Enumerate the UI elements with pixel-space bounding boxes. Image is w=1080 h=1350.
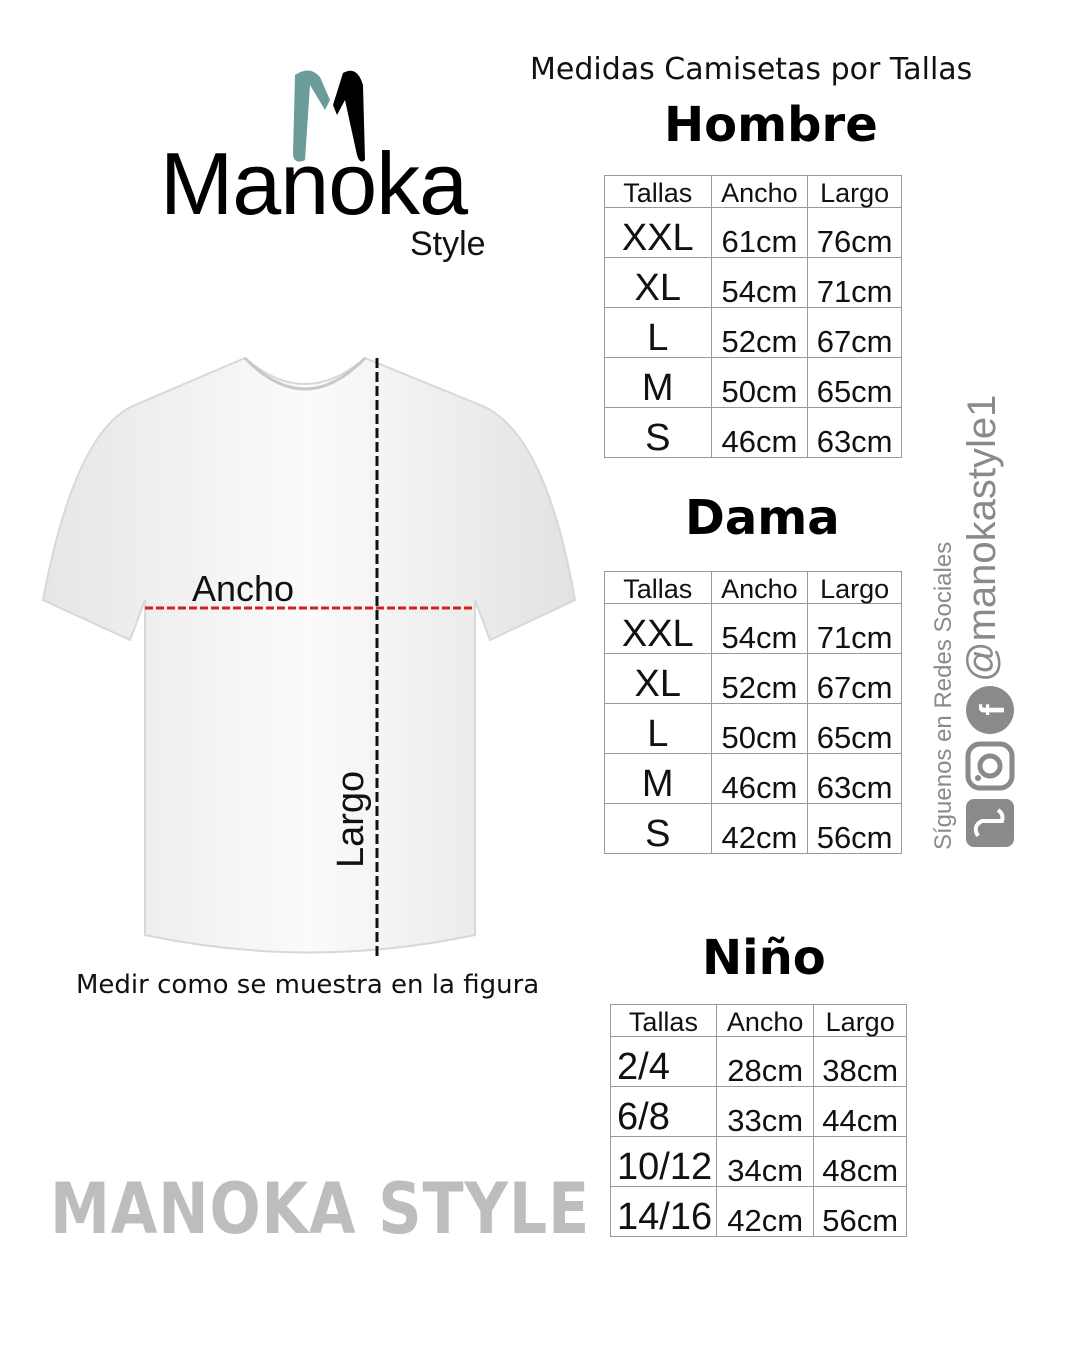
table-row: 10/12 34cm 48cm [610,1136,907,1187]
social-icons: f [965,686,1015,847]
cell-largo: 63cm [807,407,902,458]
cell-ancho: 61cm [710,207,809,258]
cell-ancho: 28cm [715,1036,815,1087]
header-largo: Largo [807,175,902,208]
cell-largo: 65cm [807,357,902,408]
cell-talla: M [604,357,712,408]
cell-largo: 76cm [807,207,902,258]
cell-largo: 71cm [807,603,902,654]
table-dama: Tallas Ancho Largo XXL 54cm 71cm XL 52cm 67cm … [604,571,902,854]
table-row: L 52cm 67cm [604,307,902,358]
cell-ancho: 54cm [710,257,809,308]
cell-ancho: 33cm [715,1086,815,1137]
table-row: XXL 61cm 76cm [604,207,902,258]
table-row: M 50cm 65cm [604,357,902,408]
cell-ancho: 42cm [715,1186,815,1237]
cell-largo: 65cm [807,703,902,754]
cell-talla: XL [604,257,712,308]
table-header: Tallas Ancho Largo [604,175,902,208]
header-tallas: Tallas [604,571,712,604]
logo-subtext: Style [410,225,486,263]
header-largo: Largo [813,1004,907,1037]
cell-ancho: 46cm [710,753,809,804]
cell-talla: M [604,753,712,804]
figure-caption: Medir como se muestra en la figura [76,970,540,1000]
header-largo: Largo [807,571,902,604]
cell-talla: XL [604,653,712,704]
table-row: 6/8 33cm 44cm [610,1086,907,1137]
logo-wordmark: Manoka [160,134,468,233]
cell-ancho: 54cm [710,603,809,654]
header-ancho: Ancho [710,175,809,208]
cell-largo: 67cm [807,653,902,704]
cell-ancho: 52cm [710,653,809,704]
table-row: XL 54cm 71cm [604,257,902,308]
cell-talla: 10/12 [610,1136,717,1187]
cell-largo: 48cm [813,1136,907,1187]
cell-talla: S [604,803,712,854]
table-row: L 50cm 65cm [604,703,902,754]
tiktok-icon [966,799,1014,847]
cell-talla: 2/4 [610,1036,717,1087]
cell-talla: 6/8 [610,1086,717,1137]
table-header: Tallas Ancho Largo [610,1004,907,1037]
cell-talla: XXL [604,207,712,258]
logo-mark-icon [293,70,365,162]
cell-ancho: 52cm [710,307,809,358]
table-row: S 46cm 63cm [604,407,902,458]
ancho-label: Ancho [192,568,295,609]
table-hombre: Tallas Ancho Largo XXL 61cm 76cm XL 54cm 71cm … [604,175,902,458]
brand-text: MANOKA STYLE [50,1168,591,1250]
cell-talla: S [604,407,712,458]
cell-largo: 44cm [813,1086,907,1137]
cell-ancho: 46cm [710,407,809,458]
table-row: 2/4 28cm 38cm [610,1036,907,1087]
follow-text: Síguenos en Redes Sociales [930,541,957,850]
tshirt-figure [41,356,577,958]
section-title-hombre: Hombre [664,97,878,153]
section-title-nino: Niño [702,930,826,986]
cell-ancho: 42cm [710,803,809,854]
cell-talla: L [604,307,712,358]
cell-largo: 71cm [807,257,902,308]
table-row: 14/16 42cm 56cm [610,1186,907,1237]
social-handle: @manokastyle1 [960,394,1004,682]
cell-ancho: 50cm [710,357,809,408]
header-tallas: Tallas [604,175,712,208]
table-header: Tallas Ancho Largo [604,571,902,604]
section-title-dama: Dama [685,490,840,546]
table-row: S 42cm 56cm [604,803,902,854]
cell-largo: 38cm [813,1036,907,1087]
cell-largo: 56cm [813,1186,907,1237]
largo-label: Largo [330,770,372,868]
table-nino: Tallas Ancho Largo 2/4 28cm 38cm 6/8 33cm 44cm… [610,1004,907,1237]
table-row: XL 52cm 67cm [604,653,902,704]
header-ancho: Ancho [715,1004,815,1037]
header-ancho: Ancho [710,571,809,604]
cell-talla: L [604,703,712,754]
cell-talla: 14/16 [610,1186,717,1237]
table-row: XXL 54cm 71cm [604,603,902,654]
cell-ancho: 34cm [715,1136,815,1187]
header-tallas: Tallas [610,1004,717,1037]
cell-largo: 67cm [807,307,902,358]
cell-largo: 56cm [807,803,902,854]
cell-largo: 63cm [807,753,902,804]
instagram-icon [965,741,1015,791]
facebook-icon: f [966,686,1014,734]
page-subtitle: Medidas Camisetas por Tallas [530,52,973,87]
table-row: M 46cm 63cm [604,753,902,804]
cell-ancho: 50cm [710,703,809,754]
svg-text:f: f [974,704,1012,716]
cell-talla: XXL [604,603,712,654]
